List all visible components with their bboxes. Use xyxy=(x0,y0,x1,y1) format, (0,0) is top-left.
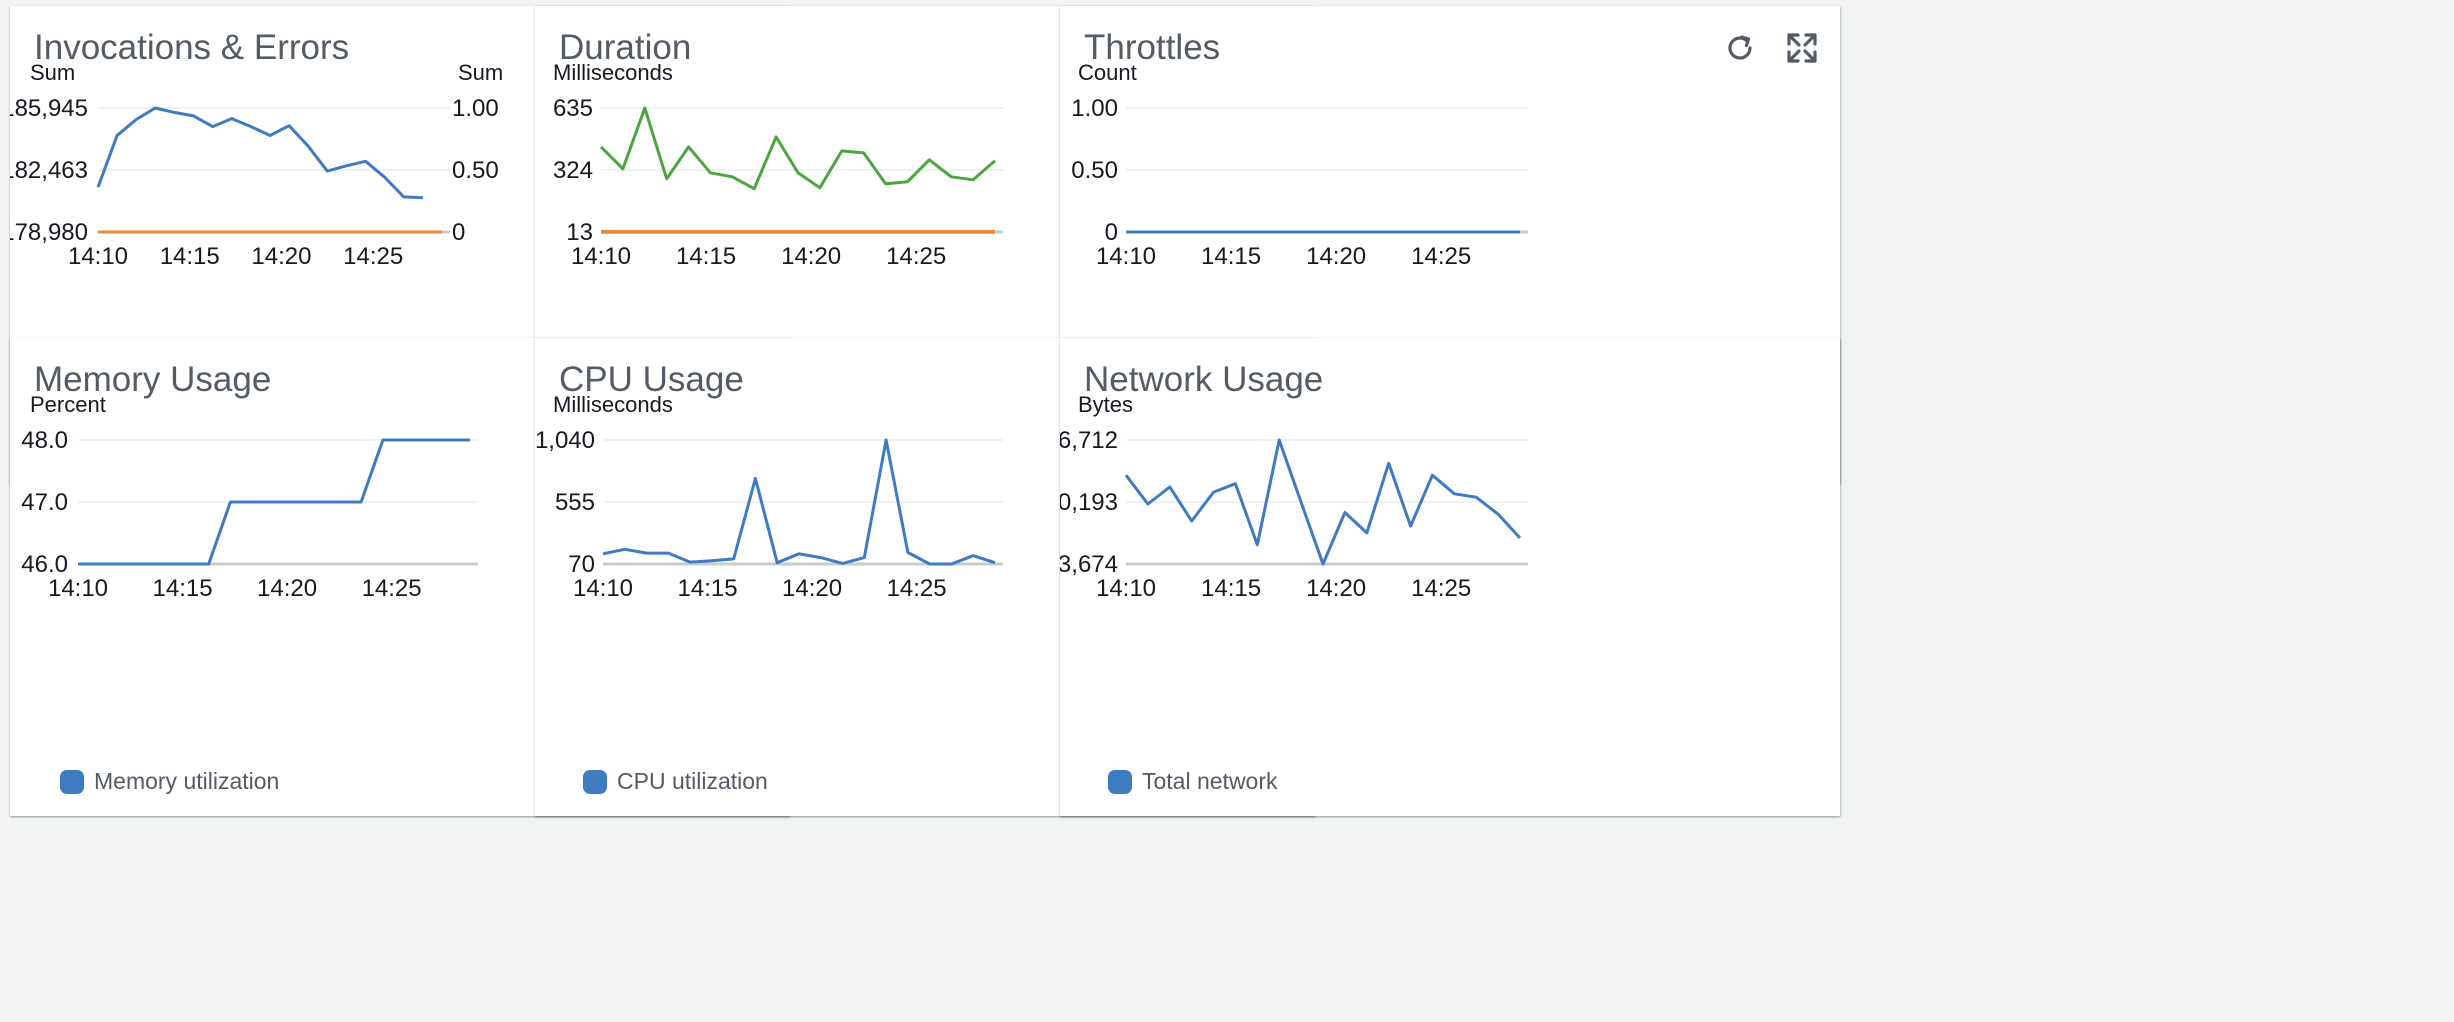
y-tick-label: 0.50 xyxy=(1071,157,1118,184)
x-tick-label: 14:15 xyxy=(160,243,220,270)
legend-item[interactable]: Memory utilization xyxy=(60,768,279,795)
legend: Memory utilization xyxy=(10,768,790,802)
x-tick-label: 14:15 xyxy=(678,575,738,602)
y-axis-label: Percent xyxy=(30,392,106,417)
x-tick-label: 14:15 xyxy=(676,243,736,270)
x-tick-label: 14:20 xyxy=(1306,243,1366,270)
refresh-icon xyxy=(1728,35,1752,60)
y-right-tick-label: 0.50 xyxy=(452,157,499,184)
series-line-memory-utilization xyxy=(78,438,470,566)
y-right-tick-label: 0 xyxy=(452,219,465,246)
series-line-total-network xyxy=(1124,438,1522,566)
y-axis-label: Count xyxy=(1078,60,1137,85)
chart-invocations-errors: Sum Sum 185,945 182,463 178,980 1.00 0.50 0 14:1… xyxy=(10,60,503,270)
panel-title: Duration xyxy=(559,28,692,67)
y-tick-label: 0 xyxy=(1105,219,1118,246)
x-tick-label: 14:15 xyxy=(153,575,213,602)
legend-label: CPU utilization xyxy=(617,768,768,794)
x-tick-label: 14:25 xyxy=(343,243,403,270)
y-tick-label: 48.0 xyxy=(21,427,68,454)
y-tick-label: 185,945 xyxy=(10,95,88,122)
x-tick-label: 14:20 xyxy=(257,575,317,602)
x-tick-label: 14:10 xyxy=(1096,243,1156,270)
legend-swatch xyxy=(60,769,84,794)
chart-throttles: Count 1.00 0.50 014:10 14:15 14:20 14:25 xyxy=(1071,60,1528,270)
x-tick-label: 14:10 xyxy=(571,243,631,270)
legend-label: Memory utilization xyxy=(94,768,280,794)
legend-label: Total network xyxy=(1142,768,1278,794)
series-line-cpu-utilization xyxy=(602,438,996,566)
x-tick-label: 14:15 xyxy=(1201,575,1261,602)
expand-button[interactable] xyxy=(1782,28,1822,68)
legend: Total network xyxy=(1060,768,1840,802)
chart-memory-usage: Percent 48.0 47.0 46.014:10 14:15 14:20 14:25 xyxy=(21,392,478,602)
x-tick-label: 14:20 xyxy=(251,243,311,270)
y-tick-label: 253,674 xyxy=(1060,551,1118,578)
y-axis-label: Milliseconds xyxy=(553,60,673,85)
x-tick-label: 14:10 xyxy=(68,243,128,270)
y-axis-label: Sum xyxy=(30,60,75,85)
series-line-p100 xyxy=(599,106,996,191)
x-tick-label: 14:20 xyxy=(781,243,841,270)
refresh-button[interactable] xyxy=(1720,28,1760,68)
x-tick-label: 14:10 xyxy=(48,575,108,602)
panel-tools xyxy=(1720,28,1822,68)
y-tick-label: 47.0 xyxy=(21,489,68,516)
legend-item[interactable]: Total network xyxy=(1108,768,1278,795)
y-tick-label: 290,193 xyxy=(1060,489,1118,516)
x-tick-label: 14:20 xyxy=(1306,575,1366,602)
x-tick-label: 14:25 xyxy=(362,575,422,602)
y-tick-label: 1,040 xyxy=(535,427,595,454)
panel-title: CPU Usage xyxy=(559,360,744,399)
y-tick-label: 555 xyxy=(555,489,595,516)
panel-title: Memory Usage xyxy=(34,360,272,399)
y-tick-label: 324 xyxy=(553,157,593,184)
y-axis-label: Bytes xyxy=(1078,392,1133,417)
x-tick-label: 14:10 xyxy=(1096,575,1156,602)
y-tick-label: 1.00 xyxy=(1071,95,1118,122)
x-tick-label: 14:25 xyxy=(1411,243,1471,270)
y-tick-label: 635 xyxy=(553,95,593,122)
legend-item[interactable]: CPU utilization xyxy=(583,768,768,795)
x-tick-label: 14:10 xyxy=(573,575,633,602)
series-line-invocations xyxy=(96,106,423,200)
y-tick-label: 13 xyxy=(566,219,593,246)
x-tick-label: 14:20 xyxy=(782,575,842,602)
legend-swatch xyxy=(1108,769,1132,794)
panel-network-usage: Network Usage Bytes 326,712 290,193 253,674… xyxy=(1060,338,1840,816)
x-tick-label: 14:25 xyxy=(887,575,947,602)
y-axis-label: Milliseconds xyxy=(553,392,673,417)
x-tick-label: 14:25 xyxy=(886,243,946,270)
y-tick-label: 46.0 xyxy=(21,551,68,578)
panel-title: Throttles xyxy=(1084,28,1221,67)
legend: CPU utilization xyxy=(535,768,1315,802)
y-axis-right-label: Sum xyxy=(458,60,503,85)
legend-swatch xyxy=(583,769,607,794)
y-right-tick-label: 1.00 xyxy=(452,95,499,122)
y-tick-label: 178,980 xyxy=(10,219,88,246)
expand-icon xyxy=(1787,33,1817,63)
panel-title: Network Usage xyxy=(1084,360,1324,399)
x-tick-label: 14:25 xyxy=(1411,575,1471,602)
y-tick-label: 70 xyxy=(568,551,595,578)
y-tick-label: 182,463 xyxy=(10,157,88,184)
panel-title: Invocations & Errors xyxy=(34,28,350,67)
x-tick-label: 14:15 xyxy=(1201,243,1261,270)
y-tick-label: 326,712 xyxy=(1060,427,1118,454)
